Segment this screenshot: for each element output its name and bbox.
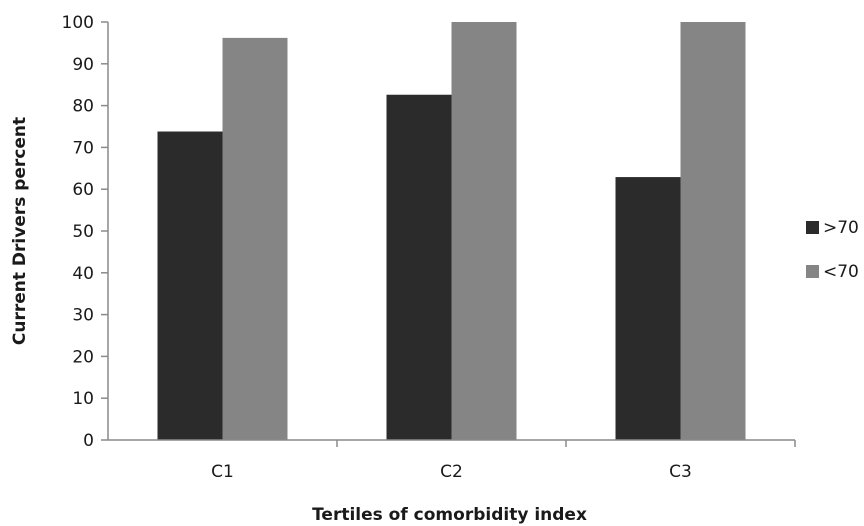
legend-label-series-1: >70 [823,218,859,238]
bar-c3-series-1 [615,177,681,440]
bars [157,22,746,441]
bar-c2-series-2 [451,22,517,440]
y-tick-label: 90 [72,55,94,75]
bar-c1-series-2 [222,37,288,440]
x-axis-title: Tertiles of comorbidity index [312,505,587,525]
y-tick-label: 100 [62,13,94,33]
legend-label-series-2: <70 [823,262,859,282]
x-axis-ticks: C1 C2 C3 [211,440,796,482]
legend-swatch-series-2 [806,265,819,278]
bar-c2-series-1 [386,94,452,441]
bar-c1-series-1 [157,131,223,441]
y-axis-title: Current Drivers percent [10,117,30,345]
y-tick-label: 20 [72,347,94,367]
y-tick-label: 70 [72,138,94,158]
bar-c3-series-2 [680,22,746,440]
y-tick-label: 10 [72,389,94,409]
y-tick-label: 40 [72,264,94,284]
x-tick-label: C3 [669,462,692,482]
y-axis-ticks: 0 10 20 30 40 50 60 70 80 90 100 [62,13,108,451]
y-tick-label: 50 [72,222,94,242]
x-tick-label: C1 [211,462,234,482]
y-tick-label: 30 [72,306,94,326]
legend: >70 <70 [806,218,859,282]
y-tick-label: 60 [72,180,94,200]
y-tick-label: 80 [72,97,94,117]
y-tick-label: 0 [83,431,94,451]
x-tick-label: C2 [440,462,463,482]
legend-swatch-series-1 [806,221,819,234]
